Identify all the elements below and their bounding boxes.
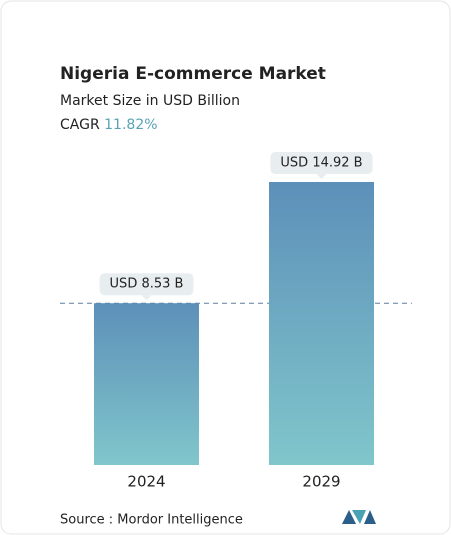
logo <box>342 510 376 524</box>
cagr-label: CAGR 11.82% <box>60 117 158 133</box>
value-label: USD 14.92 B <box>280 156 362 171</box>
cagr-value: 11.82% <box>104 117 157 133</box>
value-label-box <box>270 152 373 174</box>
value-label-box <box>99 273 194 296</box>
value-label-pointer <box>141 295 152 301</box>
cagr-label-text: CAGR <box>60 117 100 133</box>
x-tick-label: 2024 <box>127 473 165 491</box>
chart-subtitle: Market Size in USD Billion <box>60 93 240 109</box>
value-label: USD 8.53 B <box>110 277 184 292</box>
bar <box>94 303 199 465</box>
x-tick-label: 2029 <box>302 473 340 491</box>
value-label-pointer <box>316 174 327 179</box>
bar <box>269 182 374 465</box>
chart-title: Nigeria E-commerce Market <box>60 64 326 84</box>
source: Source : Mordor Intelligence <box>60 513 243 528</box>
